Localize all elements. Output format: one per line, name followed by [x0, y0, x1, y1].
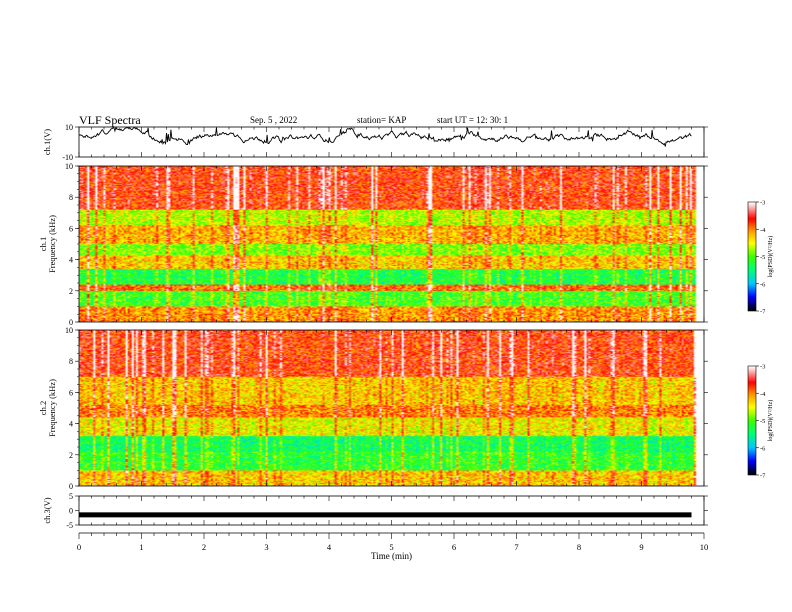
x-tick-label-6: 6 [452, 542, 456, 552]
ch2-spectrogram-ylabel-1: Frequency (kHz) [47, 379, 57, 437]
ch1-spectrogram-ylabel-0: ch.1 [38, 237, 48, 251]
ch2-spectrogram-colorbar [748, 366, 756, 475]
x-tick-label-8: 8 [577, 542, 581, 552]
ch1-spectrogram-colorbar-label-3: -6 [760, 281, 766, 288]
ch3-waveform-ytick-label-2: -5 [66, 521, 73, 530]
ch2-spectrogram-ytick-label-5: 10 [65, 326, 73, 335]
x-tick-label-10: 10 [700, 542, 709, 552]
ch1-waveform-line [79, 126, 692, 147]
ch2-spectrogram-colorbar-label-3: -6 [760, 445, 766, 452]
ch1-spectrogram-ytick-label-4: 8 [69, 193, 73, 202]
ch3-waveform-ylabel-0: ch.3(V) [42, 497, 52, 523]
date-label: Sep. 5 , 2022 [250, 115, 298, 125]
ch1-spectrogram-colorbar-label-2: -5 [760, 254, 765, 261]
x-tick-label-1: 1 [139, 542, 143, 552]
ch1-spectrogram-ytick-label-1: 2 [69, 287, 73, 296]
ch1-spectrogram-colorbar [748, 202, 756, 311]
ch1-spectrogram-ytick-label-2: 4 [69, 256, 73, 265]
ch1-spectrogram-ytick-label-5: 10 [65, 162, 73, 171]
ch2-spectrogram-image [79, 330, 704, 486]
x-tick-label-7: 7 [514, 542, 518, 552]
x-axis-label: Time (min) [371, 551, 412, 561]
ch2-spectrogram-ytick-label-1: 2 [69, 451, 73, 460]
station-label: station= KAP [357, 115, 407, 125]
ch1-spectrogram-colorbar-label-0: -3 [760, 200, 765, 207]
x-tick-label-4: 4 [327, 542, 332, 552]
x-tick-label-0: 0 [77, 542, 81, 552]
x-tick-label-3: 3 [264, 542, 268, 552]
figure-title: VLF Spectra [79, 113, 141, 127]
x-tick-label-9: 9 [639, 542, 643, 552]
ch2-spectrogram-ytick-label-3: 6 [69, 388, 73, 397]
ch1-spectrogram-image [79, 166, 704, 322]
ch2-spectrogram-ytick-label-2: 4 [69, 420, 73, 429]
ch1-waveform-ytick-label-1: -10 [62, 153, 73, 162]
ch1-spectrogram-colorbar-label-1: -4 [760, 227, 766, 234]
ch3-waveform-line [79, 512, 692, 518]
ch2-spectrogram-colorbar-label-4: -7 [760, 473, 766, 480]
ch2-spectrogram-ylabel-0: ch.2 [38, 401, 48, 415]
ch1-spectrogram-colorbar-label-4: -7 [760, 309, 766, 316]
ch2-spectrogram-ytick-label-0: 0 [69, 482, 73, 491]
x-tick-label-5: 5 [389, 542, 393, 552]
ch1-waveform-ylabel-0: ch.1(V) [42, 129, 52, 155]
ch1-spectrogram-ytick-label-3: 6 [69, 224, 73, 233]
start-time-label: start UT = 12: 30: 1 [437, 115, 509, 125]
ch2-spectrogram-colorbar-label-1: -4 [760, 391, 766, 398]
ch2-spectrogram-colorbar-title: log(PSD)(V²/Hz) [767, 400, 774, 441]
ch1-spectrogram-ylabel-1: Frequency (kHz) [47, 215, 57, 273]
ch2-spectrogram-colorbar-label-0: -3 [760, 364, 765, 371]
x-tick-label-2: 2 [202, 542, 206, 552]
ch1-waveform-ytick-label-0: 10 [65, 123, 73, 132]
ch1-spectrogram-ytick-label-0: 0 [69, 318, 73, 327]
ch2-spectrogram-ytick-label-4: 8 [69, 357, 73, 366]
ch2-spectrogram-colorbar-label-2: -5 [760, 418, 765, 425]
ch1-spectrogram-colorbar-title: log(PSD)(V²/Hz) [767, 236, 774, 277]
ch3-waveform-ytick-label-1: 0 [69, 507, 73, 516]
ch3-waveform-ytick-label-0: 5 [69, 492, 73, 501]
